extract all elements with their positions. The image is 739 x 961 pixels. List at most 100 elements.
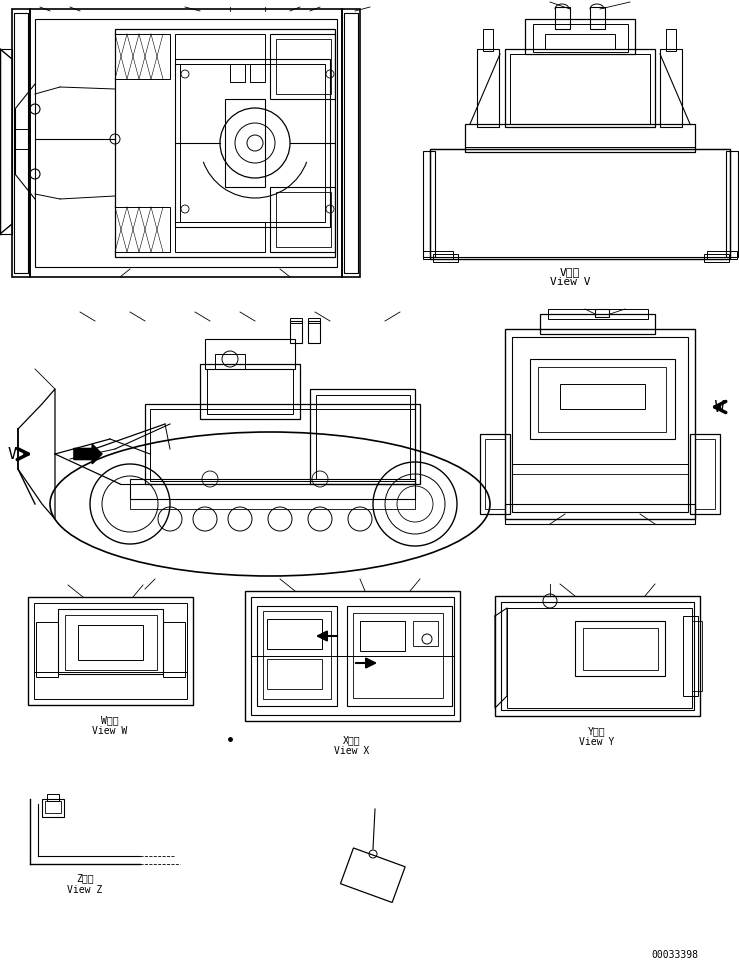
Text: X　視: X 視 <box>343 734 361 744</box>
Bar <box>270 35 335 100</box>
Bar <box>501 603 694 710</box>
Bar <box>175 223 265 253</box>
Bar <box>413 622 438 647</box>
Bar <box>225 100 265 187</box>
Text: Y　視: Y 視 <box>588 726 606 735</box>
Text: View X: View X <box>334 745 370 755</box>
Bar <box>540 314 655 334</box>
Bar <box>510 55 650 125</box>
Bar <box>423 252 453 259</box>
Bar <box>538 368 666 432</box>
Bar <box>175 60 330 228</box>
Bar <box>341 849 405 902</box>
Bar <box>342 10 360 278</box>
Bar <box>548 309 648 320</box>
Bar <box>175 35 265 65</box>
Bar <box>115 208 170 253</box>
Bar <box>130 480 415 500</box>
Bar <box>245 591 460 722</box>
Bar <box>115 30 335 258</box>
Bar <box>36 623 58 678</box>
Bar <box>430 150 730 258</box>
Bar <box>42 800 64 817</box>
Bar <box>316 396 410 480</box>
Bar <box>263 611 331 700</box>
Bar <box>207 370 293 414</box>
Bar <box>465 125 695 153</box>
Bar <box>505 505 695 525</box>
Text: W　視: W 視 <box>101 714 119 725</box>
Bar <box>707 252 737 259</box>
Bar <box>353 613 443 699</box>
Text: View Y: View Y <box>579 736 615 747</box>
Text: W: W <box>715 400 724 415</box>
Bar <box>115 35 170 80</box>
Bar <box>130 500 415 509</box>
Bar <box>215 355 245 370</box>
Bar <box>45 801 61 813</box>
Bar <box>495 597 700 716</box>
Text: V　視: V 視 <box>560 267 580 277</box>
Bar <box>545 35 615 50</box>
Bar <box>695 439 715 509</box>
Bar <box>15 130 30 150</box>
Bar <box>575 622 665 677</box>
Bar <box>690 434 720 514</box>
Bar <box>525 20 635 55</box>
Bar <box>150 409 415 481</box>
Bar <box>257 606 337 706</box>
Bar <box>163 623 185 678</box>
Polygon shape <box>74 445 102 464</box>
Bar <box>230 65 245 83</box>
Bar <box>14 14 28 274</box>
Bar <box>250 65 265 83</box>
Bar <box>480 434 510 514</box>
Bar <box>30 10 342 278</box>
Bar <box>65 615 157 671</box>
Bar <box>251 598 454 715</box>
Bar <box>200 364 300 420</box>
Text: Z　視: Z 視 <box>76 872 94 882</box>
Bar <box>423 152 435 258</box>
Bar <box>505 330 695 520</box>
Bar <box>58 609 163 675</box>
Bar <box>347 606 452 706</box>
Bar <box>47 794 59 801</box>
Bar <box>270 187 335 253</box>
Bar <box>180 65 325 223</box>
Bar <box>483 30 493 52</box>
Bar <box>595 309 609 318</box>
Text: V: V <box>7 447 16 462</box>
Bar <box>660 50 682 128</box>
Bar <box>530 359 675 439</box>
Bar <box>533 25 628 53</box>
Bar <box>505 50 655 128</box>
Bar <box>34 604 187 700</box>
Bar <box>78 626 143 660</box>
Bar <box>28 598 193 705</box>
Bar <box>692 622 702 691</box>
Bar <box>290 322 302 344</box>
Bar <box>726 152 738 258</box>
Text: View W: View W <box>92 726 128 735</box>
Bar <box>477 50 499 128</box>
Bar <box>344 14 358 274</box>
Bar <box>308 322 320 344</box>
Bar <box>430 150 730 259</box>
Bar <box>0 50 12 234</box>
Bar <box>276 40 331 95</box>
Bar <box>666 30 676 52</box>
Bar <box>267 619 322 650</box>
Bar <box>485 439 505 509</box>
Text: View Z: View Z <box>67 884 103 894</box>
Bar <box>310 389 415 484</box>
Bar <box>145 405 420 484</box>
Bar <box>308 319 320 324</box>
Bar <box>276 193 331 248</box>
Text: View V: View V <box>550 277 590 286</box>
Bar <box>590 8 605 30</box>
Bar <box>267 659 322 689</box>
Bar <box>433 255 458 262</box>
Bar <box>205 339 295 370</box>
Bar <box>560 384 645 409</box>
